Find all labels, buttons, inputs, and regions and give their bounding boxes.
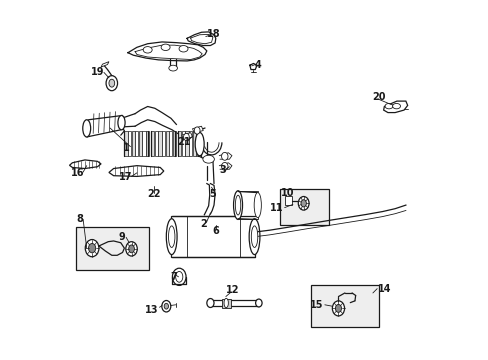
Text: 2: 2 — [200, 219, 206, 229]
Ellipse shape — [335, 305, 341, 312]
Bar — [151, 131, 154, 156]
Bar — [196, 131, 199, 156]
Bar — [171, 216, 255, 257]
Ellipse shape — [161, 44, 170, 50]
Ellipse shape — [183, 134, 189, 140]
Polygon shape — [182, 133, 192, 139]
Ellipse shape — [194, 127, 200, 134]
Ellipse shape — [221, 152, 227, 160]
Ellipse shape — [109, 79, 115, 87]
Text: 21: 21 — [177, 137, 190, 147]
Ellipse shape — [179, 45, 187, 52]
Ellipse shape — [125, 242, 137, 256]
Text: 9: 9 — [118, 232, 125, 242]
Ellipse shape — [85, 239, 99, 257]
Bar — [188, 131, 192, 156]
Ellipse shape — [128, 245, 134, 253]
Ellipse shape — [301, 200, 306, 207]
Bar — [192, 131, 195, 156]
Bar — [142, 131, 145, 156]
Bar — [124, 131, 127, 156]
Ellipse shape — [175, 271, 183, 282]
Ellipse shape — [298, 197, 308, 210]
Bar — [135, 131, 138, 156]
Ellipse shape — [251, 226, 257, 247]
Polygon shape — [86, 116, 122, 137]
Text: 7: 7 — [170, 272, 177, 282]
Ellipse shape — [221, 162, 227, 170]
Bar — [178, 131, 181, 156]
Bar — [285, 196, 291, 205]
Bar — [128, 131, 131, 156]
Bar — [158, 131, 162, 156]
Text: 14: 14 — [377, 284, 390, 294]
Bar — [182, 131, 184, 156]
Text: 16: 16 — [71, 168, 84, 178]
Text: 22: 22 — [147, 189, 161, 199]
Text: 8: 8 — [76, 215, 82, 224]
Text: 15: 15 — [309, 300, 323, 310]
Ellipse shape — [82, 120, 90, 137]
Ellipse shape — [106, 76, 117, 91]
Text: 13: 13 — [144, 305, 158, 315]
Bar — [131, 131, 135, 156]
Ellipse shape — [332, 301, 344, 316]
Ellipse shape — [384, 103, 392, 109]
Bar — [162, 131, 165, 156]
Text: 5: 5 — [208, 189, 215, 199]
Text: 3: 3 — [219, 165, 226, 175]
Ellipse shape — [203, 155, 214, 163]
Bar — [222, 299, 230, 308]
Text: 6: 6 — [212, 226, 219, 236]
Ellipse shape — [233, 191, 242, 220]
Ellipse shape — [88, 243, 96, 253]
Ellipse shape — [224, 298, 228, 308]
Text: 12: 12 — [226, 285, 239, 296]
Bar — [238, 191, 257, 219]
Text: 17: 17 — [119, 172, 133, 183]
Ellipse shape — [164, 303, 168, 309]
Ellipse shape — [206, 298, 214, 307]
Ellipse shape — [249, 219, 260, 255]
Text: 11: 11 — [269, 203, 283, 213]
Ellipse shape — [118, 116, 125, 130]
Text: 19: 19 — [91, 67, 105, 77]
Text: 18: 18 — [207, 29, 221, 39]
Polygon shape — [101, 62, 109, 67]
Bar — [310, 285, 378, 327]
Ellipse shape — [166, 219, 177, 255]
Ellipse shape — [143, 46, 152, 53]
Bar — [280, 189, 328, 225]
Bar — [185, 131, 188, 156]
Bar — [145, 131, 149, 156]
Ellipse shape — [195, 132, 203, 156]
Ellipse shape — [162, 301, 170, 312]
Ellipse shape — [255, 299, 262, 307]
Ellipse shape — [235, 195, 240, 215]
Text: 1: 1 — [122, 143, 129, 153]
Bar — [76, 227, 149, 270]
Ellipse shape — [172, 268, 185, 285]
Ellipse shape — [392, 103, 400, 109]
Bar — [172, 131, 176, 156]
Ellipse shape — [168, 65, 177, 71]
Bar — [139, 131, 142, 156]
Ellipse shape — [254, 193, 261, 218]
Polygon shape — [383, 101, 407, 113]
Text: 4: 4 — [254, 59, 261, 69]
Polygon shape — [69, 160, 101, 168]
Polygon shape — [109, 166, 163, 176]
Text: 20: 20 — [371, 92, 385, 102]
Bar — [155, 131, 158, 156]
Bar — [169, 131, 172, 156]
Bar — [165, 131, 168, 156]
Polygon shape — [192, 126, 203, 133]
Ellipse shape — [168, 226, 175, 247]
Text: 10: 10 — [280, 188, 294, 198]
